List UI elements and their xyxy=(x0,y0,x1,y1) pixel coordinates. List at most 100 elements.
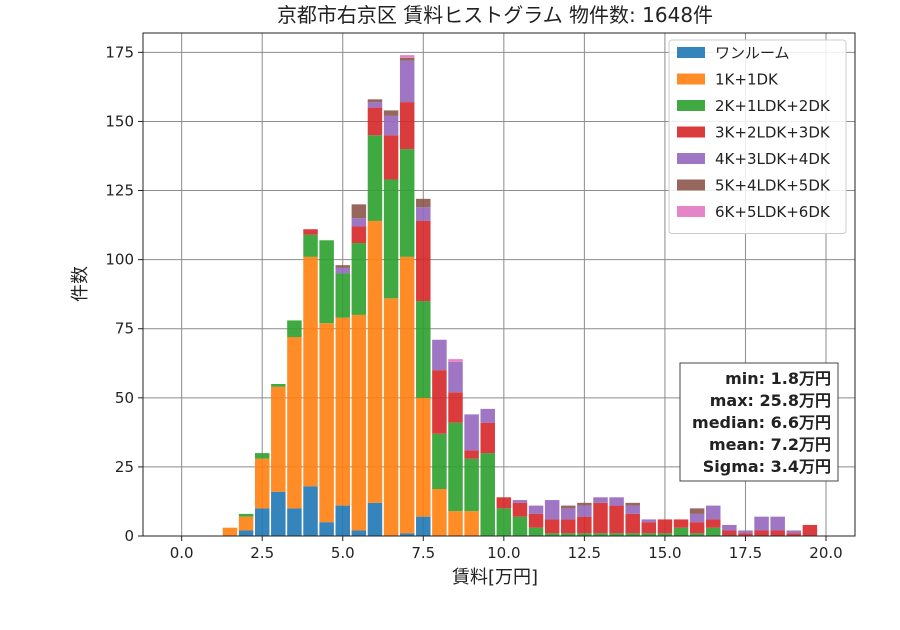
bar-segment xyxy=(319,323,334,523)
legend-swatch xyxy=(677,100,705,111)
bar-segment xyxy=(512,500,528,503)
stats-line: mean: 7.2万円 xyxy=(709,435,831,454)
bar-segment xyxy=(351,204,367,219)
y-tick-label: 125 xyxy=(105,182,134,200)
bar-segment xyxy=(705,505,721,520)
bar-segment xyxy=(254,458,270,509)
y-tick-label: 175 xyxy=(105,43,134,61)
legend-swatch xyxy=(677,179,705,191)
bar-segment xyxy=(254,508,270,536)
bar-segment xyxy=(367,220,383,503)
bar-segment xyxy=(464,458,479,512)
bar-segment xyxy=(287,320,302,338)
bar-segment xyxy=(577,502,592,506)
bar-segment xyxy=(383,110,399,116)
bar-segment xyxy=(238,516,254,531)
bar-segment xyxy=(464,450,479,459)
bar-segment xyxy=(432,339,447,371)
bar-segment xyxy=(544,519,560,534)
bar-segment xyxy=(335,265,350,268)
bar-segment xyxy=(625,533,640,536)
legend-label: 5K+4LDK+5DK xyxy=(715,177,831,195)
bar-segment xyxy=(399,55,415,58)
bar-segment xyxy=(383,298,399,536)
bar-segment xyxy=(705,519,721,528)
bar-segment xyxy=(448,511,463,536)
bar-segment xyxy=(480,408,495,423)
y-tick-label: 150 xyxy=(105,112,134,130)
bar-segment xyxy=(303,256,318,487)
stats-box-frame xyxy=(679,362,839,482)
bar-segment xyxy=(673,519,689,528)
y-tick-label: 0 xyxy=(124,527,134,545)
bar-segment xyxy=(754,530,769,536)
bar-segment xyxy=(754,516,769,531)
bar-segment xyxy=(577,505,592,517)
bar-segment xyxy=(351,530,367,536)
bar-segment xyxy=(609,497,624,506)
y-tick-label: 25 xyxy=(115,458,134,476)
bar-segment xyxy=(399,102,415,150)
bar-segment xyxy=(705,527,721,536)
bar-segment xyxy=(641,533,657,536)
bar-segment xyxy=(625,502,640,506)
plot-frame xyxy=(142,32,856,537)
bar-segment xyxy=(544,533,560,536)
bar-segment xyxy=(416,207,431,221)
bar-segment xyxy=(351,314,367,531)
stats-line: median: 6.6万円 xyxy=(692,413,831,432)
bar-segment xyxy=(335,273,350,318)
legend-label: ワンルーム xyxy=(715,44,790,62)
bar-segment xyxy=(561,508,576,520)
bar-segment xyxy=(367,102,383,108)
bar-segment xyxy=(480,422,495,454)
x-tick-label: 12.5 xyxy=(568,544,601,562)
bar-segment xyxy=(544,500,560,520)
bar-segment xyxy=(254,453,270,459)
bar-segment xyxy=(287,337,302,509)
bar-segment xyxy=(351,218,367,227)
bar-segment xyxy=(480,453,495,536)
bar-segment xyxy=(722,524,737,531)
legend-swatch xyxy=(677,206,705,217)
legend-swatch xyxy=(677,73,705,85)
bar-segment xyxy=(335,505,350,536)
bar-segment xyxy=(738,533,753,536)
y-axis: 0 25 50 75 100 125 150 175 xyxy=(105,43,143,545)
bar-segment xyxy=(561,519,576,534)
x-axis-title: 賃料[万円] xyxy=(452,567,538,588)
bar-segment xyxy=(416,397,431,517)
bar-segment xyxy=(399,533,415,536)
stats-line: max: 25.8万円 xyxy=(710,391,831,410)
bar-segment xyxy=(319,240,334,324)
x-tick-label: 7.5 xyxy=(411,544,435,562)
bar-segment xyxy=(512,502,528,517)
bar-segment xyxy=(367,107,383,136)
bar-segment xyxy=(238,513,254,517)
legend-label: 2K+1LDK+2DK xyxy=(715,97,831,115)
bar-segment xyxy=(335,317,350,506)
bar-segment xyxy=(416,516,431,536)
bar-segment xyxy=(528,505,544,514)
bar-segment xyxy=(625,505,640,514)
bar-segment xyxy=(528,513,544,528)
bar-segment xyxy=(303,486,318,536)
bar-segment xyxy=(561,505,576,509)
legend-label: 3K+2LDK+3DK xyxy=(715,124,831,142)
bar-segment xyxy=(222,527,238,536)
bar-segment xyxy=(609,533,624,536)
bar-segment xyxy=(593,502,608,534)
bar-segment xyxy=(770,516,785,531)
bar-segment xyxy=(770,530,785,536)
bar-segment xyxy=(657,533,673,536)
bar-segment xyxy=(802,524,818,536)
bar-segment xyxy=(351,243,367,315)
bar-segment xyxy=(464,414,479,451)
legend-label: 6K+5LDK+6DK xyxy=(715,203,831,221)
x-tick-label: 10.0 xyxy=(487,544,520,562)
bar-segment xyxy=(593,533,608,536)
bar-segment xyxy=(593,497,608,503)
x-tick-label: 15.0 xyxy=(648,544,681,562)
bar-segment xyxy=(689,533,705,536)
bar-segment xyxy=(399,149,415,257)
